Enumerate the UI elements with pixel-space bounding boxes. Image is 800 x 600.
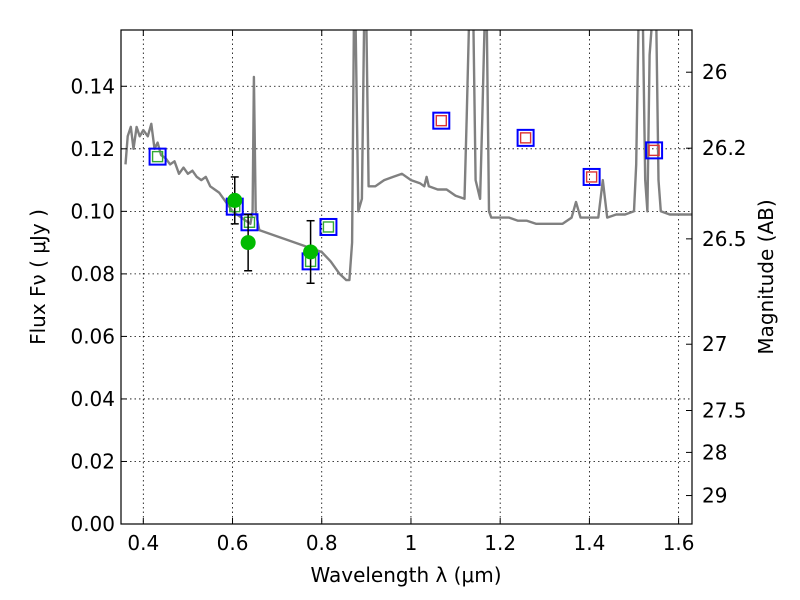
observed-point [227,192,243,208]
right-tick-label: 29 [702,484,727,508]
y-tick-label: 0.02 [70,449,115,473]
right-tick-label: 26.2 [702,136,747,160]
model-photometry-square [582,167,601,186]
y-tick-label: 0.04 [70,387,115,411]
x-tick-label: 1 [405,531,418,555]
plot-area [124,30,692,285]
x-tick-label: 0.8 [306,531,338,555]
model-photometry-inner-square [151,150,164,163]
model-photometry-square [516,128,535,147]
model-photometry-inner-square [585,171,598,183]
right-tick-label: 27 [702,332,727,356]
y-tick-label: 0.06 [70,324,115,348]
grid [121,30,692,525]
y-tick-label: 0.14 [70,74,115,98]
y-tick-label: 0.08 [70,262,115,286]
y-axis-left-label: Flux Fν ( μJy ) [26,209,50,345]
right-tick-label: 26 [702,60,727,84]
x-tick-label: 1.6 [663,531,695,555]
y-axis-right-label: Magnitude (AB) [754,199,778,354]
model-photometry-inner-square [648,144,660,157]
y-tick-label: 0.12 [70,137,115,161]
right-tick-label: 26.5 [702,227,747,251]
observed-point [303,244,319,260]
model-photometry-square [432,111,451,130]
y-tick-label: 0.10 [70,199,115,223]
model-photometry-square [319,217,338,236]
plot-frame [120,29,693,525]
x-tick-label: 0.4 [127,531,159,555]
observed-point [240,235,256,251]
sed-model-line [124,30,692,282]
y-tick-label: 0.00 [70,512,115,536]
model-photometry-inner-square [243,216,256,228]
model-photometry-inner-square [435,114,447,127]
x-axis-label: Wavelength λ (μm) [310,563,501,587]
model-photometry-inner-square [322,221,335,233]
right-tick-label: 28 [702,440,727,464]
x-tick-label: 1.2 [484,531,516,555]
model-photometry-inner-square [519,132,532,144]
model-photometry-square [645,141,664,160]
x-tick-label: 1.4 [573,531,605,555]
right-tick-label: 27.5 [702,399,747,423]
x-tick-label: 0.6 [217,531,249,555]
model-photometry-square [148,147,167,166]
